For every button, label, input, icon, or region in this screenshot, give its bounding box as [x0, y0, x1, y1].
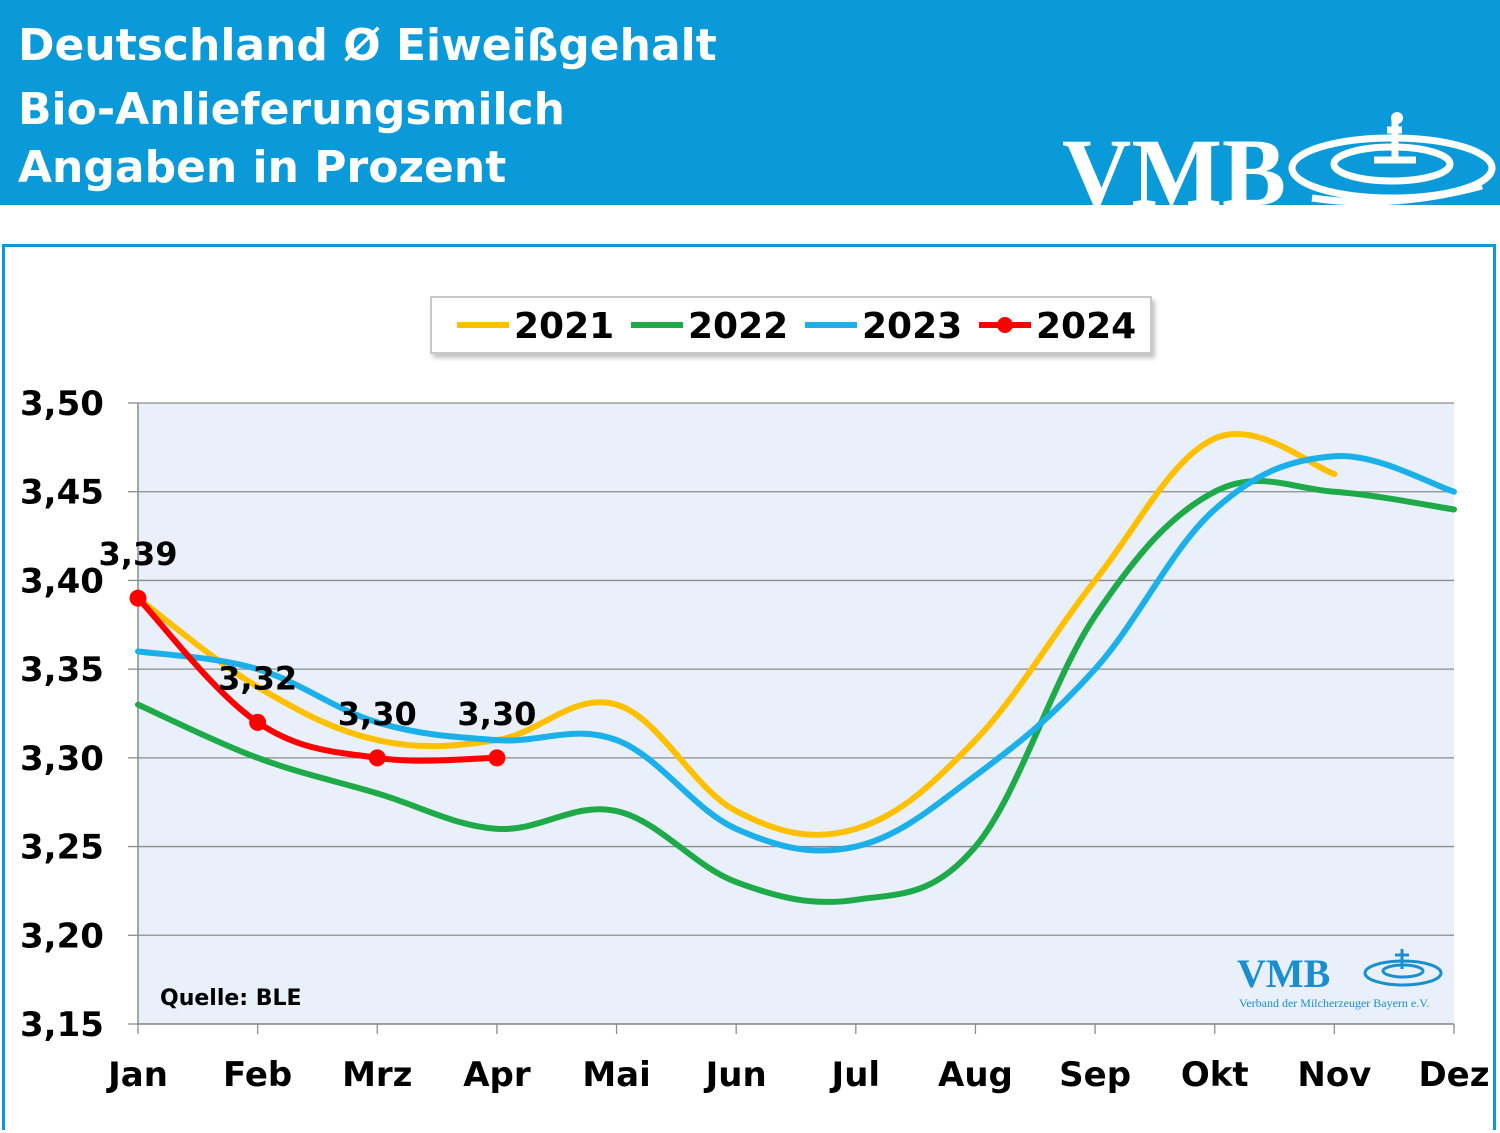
watermark-swirl-icon — [1363, 949, 1443, 987]
x-tick-label: Dez — [1418, 1055, 1489, 1095]
plot-area — [138, 403, 1454, 1024]
legend-label-2021: 2021 — [514, 306, 614, 347]
title-line-2: Bio-Anlieferungsmilch — [18, 84, 565, 135]
chart-frame: 3,15 3,20 3,25 3,30 3,35 3,40 3,45 3,50 Jan Feb Mr… — [2, 244, 1496, 1130]
y-tick-label: 3,20 — [20, 916, 104, 956]
vmb-logo-swirl-icon — [1288, 120, 1496, 205]
legend-label-2024: 2024 — [1036, 306, 1136, 347]
data-label: 3,39 — [99, 535, 178, 573]
y-tick-label: 3,30 — [20, 739, 104, 779]
line-chart: 3,15 3,20 3,25 3,30 3,35 3,40 3,45 3,50 Jan Feb Mr… — [20, 296, 1490, 1095]
series-line-2021 — [135, 431, 1338, 838]
data-label: 3,32 — [218, 659, 297, 697]
title-line-3: Angaben in Prozent — [18, 142, 507, 193]
legend-marker-2024 — [997, 317, 1013, 333]
y-tick-label: 3,35 — [20, 650, 104, 690]
x-tick-label: Jul — [830, 1055, 881, 1095]
series-line-2024 — [135, 595, 500, 764]
x-tick-label: Mai — [582, 1055, 650, 1095]
y-tick-label: 3,50 — [20, 384, 104, 424]
x-tick-label: Nov — [1297, 1055, 1371, 1095]
data-point-2024 — [368, 749, 386, 767]
x-tick-label: Feb — [223, 1055, 292, 1095]
watermark-logo-text: VMB — [1237, 951, 1330, 996]
vmb-logo-text: VMB — [1062, 119, 1286, 205]
legend: 2021 2022 2023 2024 — [430, 296, 1152, 354]
data-label: 3,30 — [338, 695, 417, 733]
legend-label-2023: 2023 — [862, 306, 962, 347]
data-label: 3,30 — [457, 695, 536, 733]
vmb-logo: VMB — [1062, 110, 1500, 205]
x-tick-label: Okt — [1181, 1055, 1249, 1095]
watermark-logo: VMB Verband der Milcherzeuger Bayern e.V… — [1237, 949, 1443, 1010]
title-line-1: Deutschland Ø Eiweißgehalt — [18, 20, 717, 71]
legend-label-2022: 2022 — [688, 306, 788, 347]
data-labels: 3,39 3,32 3,30 3,30 — [99, 535, 537, 733]
header-banner: Deutschland Ø Eiweißgehalt Bio-Anlieferu… — [0, 0, 1500, 205]
y-tick-label: 3,25 — [20, 828, 104, 868]
series-line-2022 — [135, 478, 1457, 905]
data-point-2024 — [129, 589, 147, 607]
data-point-2024 — [488, 749, 506, 767]
series-lines — [129, 431, 1457, 905]
x-tick-label: Jan — [106, 1055, 168, 1095]
data-point-2024 — [249, 713, 267, 731]
x-tick-label: Sep — [1059, 1055, 1131, 1095]
watermark-subtitle: Verband der Milcherzeuger Bayern e.V. — [1239, 996, 1429, 1010]
axes: 3,15 3,20 3,25 3,30 3,35 3,40 3,45 3,50 Jan Feb Mr… — [20, 384, 1490, 1095]
x-tick-label: Apr — [463, 1055, 531, 1095]
y-tick-label: 3,15 — [20, 1005, 104, 1045]
series-line-2023 — [135, 453, 1457, 854]
x-tick-label: Mrz — [342, 1055, 412, 1095]
y-tick-label: 3,40 — [20, 561, 104, 601]
y-tick-label: 3,45 — [20, 473, 104, 513]
x-tick-label: Aug — [938, 1055, 1013, 1095]
source-note: Quelle: BLE — [160, 986, 302, 1011]
x-tick-label: Jun — [704, 1055, 767, 1095]
